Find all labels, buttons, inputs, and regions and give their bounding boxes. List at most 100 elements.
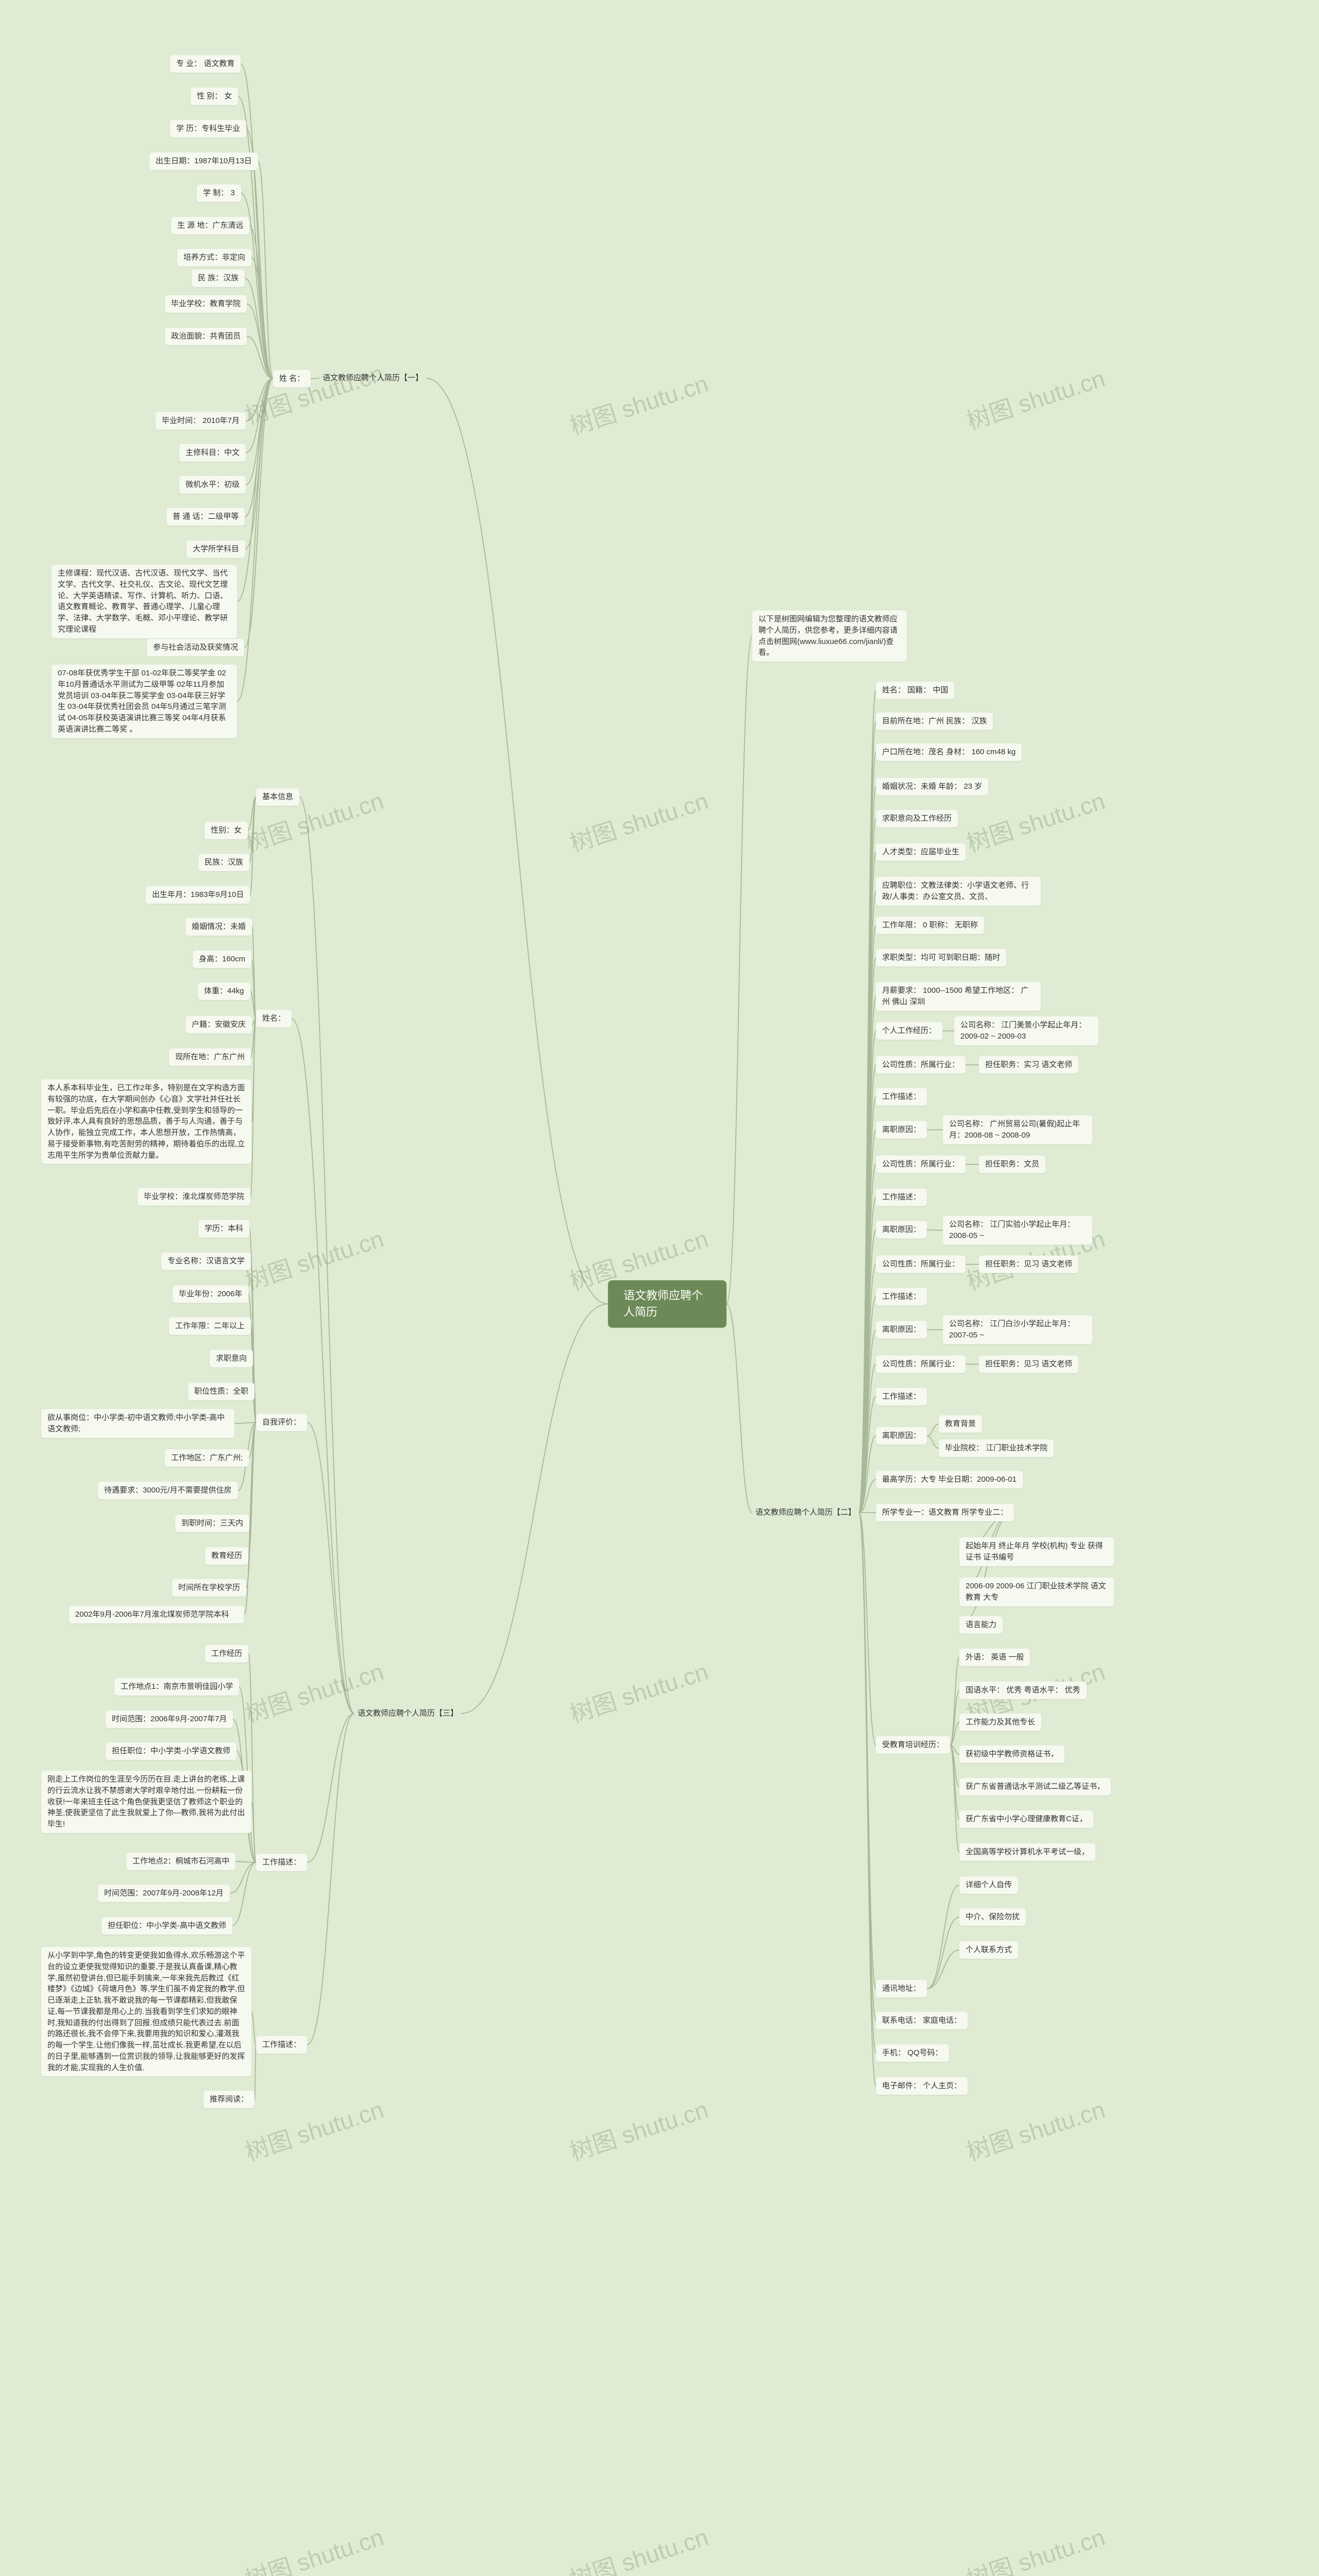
mindmap-node: 普 通 话：二级甲等	[166, 508, 245, 526]
watermark: 树图 shutu.cn	[962, 2091, 1109, 2168]
edge	[859, 1197, 876, 1513]
edge	[244, 379, 273, 648]
edge	[859, 1513, 876, 1745]
edge	[726, 636, 752, 1304]
mindmap-node: 目前所在地：广州 民族： 汉族	[876, 713, 993, 730]
mindmap-node: 学 制： 3	[197, 184, 241, 202]
edge	[859, 721, 876, 1513]
mindmap-node: 公司性质：所属行业：	[876, 1056, 966, 1074]
edge	[461, 1304, 608, 1714]
mindmap-node: 详细个人自传	[959, 1876, 1018, 1894]
mindmap-node: 主修课程：现代汉语、古代汉语、现代文学、当代文学、古代文学、社交礼仪、古文论、现…	[52, 565, 237, 638]
watermark: 树图 shutu.cn	[565, 2091, 712, 2168]
mindmap-node: 主修科目：中文	[179, 444, 246, 462]
mindmap-node: 职位性质：全职	[188, 1383, 255, 1400]
mindmap-node: 公司性质：所属行业：	[876, 1156, 966, 1173]
edge	[251, 258, 273, 379]
mindmap-node: 姓名：	[256, 1010, 292, 1027]
edge	[247, 304, 273, 379]
edge	[950, 1745, 959, 1819]
edge	[950, 1722, 959, 1745]
mindmap-node: 以下是树图网编辑为您整理的语文教师应聘个人简历，供您参考，更多详细内容请点击树图…	[752, 611, 907, 662]
mindmap-node: 工作地点1：南京市景明佳园小学	[114, 1678, 239, 1696]
mindmap-node: 工作描述：	[256, 1854, 307, 1871]
watermark: 树图 shutu.cn	[962, 360, 1109, 437]
edge	[950, 1745, 959, 1787]
edge	[255, 2045, 256, 2099]
mindmap-node: 专 业： 语文教育	[170, 55, 241, 73]
mindmap-node: 到职时间：三天内	[175, 1515, 249, 1532]
mindmap-node: 户口所在地：茂名 身材： 160 cm48 kg	[876, 743, 1022, 761]
mindmap-node: 待遇要求：3000元/月不需要提供住房	[98, 1482, 238, 1499]
mindmap-node: 工作年限： 0 职称： 无职称	[876, 917, 984, 934]
edge	[246, 379, 273, 421]
mindmap-node: 手机： QQ号码：	[876, 2044, 949, 2062]
edge	[235, 1861, 256, 1862]
mindmap-node: 时间范围：2007年9月-2008年12月	[98, 1885, 230, 1902]
mindmap-node: 公司性质：所属行业：	[876, 1355, 966, 1373]
edge	[245, 379, 273, 517]
edge	[859, 1364, 876, 1513]
edge	[859, 1297, 876, 1513]
mindmap-node: 语文教师应聘个人简历【一】	[319, 371, 426, 385]
mindmap-node: 求职意向	[210, 1350, 253, 1367]
mindmap-node: 获初级中学教师资格证书，	[959, 1745, 1064, 1763]
mindmap-node: 个人联系方式	[959, 1941, 1018, 1959]
mindmap-node: 民 族：汉族	[192, 269, 245, 287]
edge	[859, 1513, 876, 2086]
edge	[307, 1714, 354, 2045]
mindmap-node: 姓 名：	[273, 370, 311, 387]
edge	[246, 379, 273, 485]
mindmap-node: 工作描述：	[876, 1288, 927, 1306]
edge	[234, 1422, 256, 1423]
mindmap-node: 担任职务：见习 语文老师	[979, 1355, 1078, 1373]
mindmap-node: 婚姻情况：未婚	[185, 918, 252, 936]
mindmap-node: 欲从事岗位：中小学类-初中语文教师;中小学类-高中语文教师;	[41, 1409, 234, 1438]
mindmap-node: 通讯地址：	[876, 1980, 927, 1997]
mindmap-node: 最高学历：大专 毕业日期：2009-06-01	[876, 1471, 1023, 1488]
edge	[307, 1714, 354, 1862]
edge	[859, 1513, 876, 2021]
watermark: 树图 shutu.cn	[241, 355, 387, 432]
mindmap-node: 外语： 英语 一般	[959, 1649, 1030, 1666]
edge	[247, 336, 273, 379]
mindmap-node: 微机水平：初级	[179, 476, 246, 494]
mindmap-node: 出生年月：1983年9月10日	[146, 886, 250, 904]
watermark: 树图 shutu.cn	[241, 2519, 387, 2576]
edge	[859, 996, 876, 1513]
mindmap-node: 体重：44kg	[198, 982, 250, 1000]
mindmap-node: 担任职位：中小学类-高中语文教师	[102, 1917, 232, 1935]
mindmap-node: 语文教师应聘个人简历【二】	[752, 1505, 859, 1520]
mindmap-node: 生 源 地：广东清远	[171, 217, 249, 234]
mindmap-node: 毕业院校： 江门职业技术学院	[939, 1439, 1054, 1457]
mindmap-node: 国语水平： 优秀 粤语水平： 优秀	[959, 1682, 1087, 1699]
edge	[250, 991, 256, 1019]
edge	[859, 1397, 876, 1513]
edge	[927, 1885, 959, 1989]
mindmap-node: 工作描述：	[256, 2036, 307, 2054]
mindmap-node: 毕业年份：2006年	[173, 1285, 248, 1303]
edge	[927, 1950, 959, 1989]
watermark: 树图 shutu.cn	[565, 783, 712, 859]
mindmap-node: 工作年限：二年以上	[169, 1317, 251, 1335]
mindmap-node: 学历：本科	[198, 1220, 249, 1238]
edge	[307, 1422, 354, 1714]
mindmap-node: 离职原因：	[876, 1427, 927, 1445]
mindmap-node: 个人工作经历：	[876, 1022, 942, 1040]
mindmap-node: 工作描述：	[876, 1388, 927, 1405]
mindmap-node: 身高：160cm	[193, 951, 251, 968]
edge	[292, 1019, 354, 1714]
edge	[859, 1164, 876, 1513]
mindmap-node: 基本信息	[256, 788, 299, 806]
mindmap-node: 参与社会活动及获奖情况	[147, 639, 244, 656]
mindmap-node: 婚姻状况：未婚 年龄： 23 岁	[876, 778, 988, 795]
mindmap-node: 毕业学校：教育学院	[165, 295, 247, 313]
mindmap-node: 教育经历	[205, 1547, 248, 1565]
edge	[251, 959, 256, 1019]
edge	[959, 1513, 1014, 1625]
edge	[245, 278, 273, 379]
mindmap-node: 姓名： 国籍： 中国	[876, 682, 954, 699]
edge	[251, 1326, 256, 1422]
mindmap-node: 从小学到中学,角色的转变更使我如鱼得水,欢乐畅游这个平台的设立更使我觉得知识的重…	[41, 1947, 251, 2076]
watermark: 树图 shutu.cn	[241, 2091, 387, 2168]
